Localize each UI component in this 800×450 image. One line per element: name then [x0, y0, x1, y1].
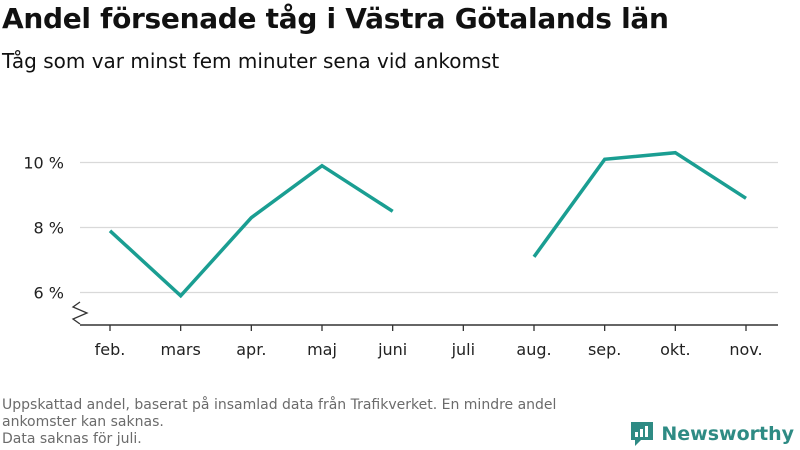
x-axis-ticks: feb. mars apr. maj juni juli aug. sep. okt. nov. [95, 325, 763, 359]
source-note: Uppskattad andel, baserat på insamlad da… [2, 397, 557, 430]
x-tick-label: mars [161, 340, 201, 359]
y-tick-label: 8 % [34, 219, 64, 238]
series-line-segment [108, 163, 394, 299]
chart-subtitle: Tåg som var minst fem minuter sena vid a… [2, 49, 500, 73]
y-tick-label: 10 % [23, 154, 64, 173]
x-tick-label: feb. [95, 340, 126, 359]
series-line-segment [532, 150, 747, 258]
missing-data-note: Data saknas för juli. [2, 431, 142, 447]
gridlines [80, 161, 778, 294]
x-tick-label: aug. [516, 340, 551, 359]
brand-name: Newsworthy [661, 423, 794, 445]
brand: Newsworthy [629, 420, 794, 448]
series-lines [108, 150, 747, 299]
y-axis-break [71, 301, 89, 325]
x-tick-label: maj [307, 340, 337, 359]
x-tick-label: apr. [236, 340, 266, 359]
chart-notes: Uppskattad andel, baserat på insamlad da… [2, 397, 622, 448]
y-tick-label: 6 % [34, 284, 64, 303]
x-tick-label: nov. [729, 340, 762, 359]
x-tick-label: juli [451, 340, 475, 359]
newsworthy-logo-icon [631, 422, 654, 446]
chart-title: Andel försenade tåg i Västra Götalands l… [2, 2, 669, 35]
x-tick-label: sep. [588, 340, 621, 359]
x-tick-label: okt. [660, 340, 690, 359]
y-axis-ticks: 6 % 8 % 10 % [23, 154, 89, 325]
x-tick-label: juni [377, 340, 407, 359]
